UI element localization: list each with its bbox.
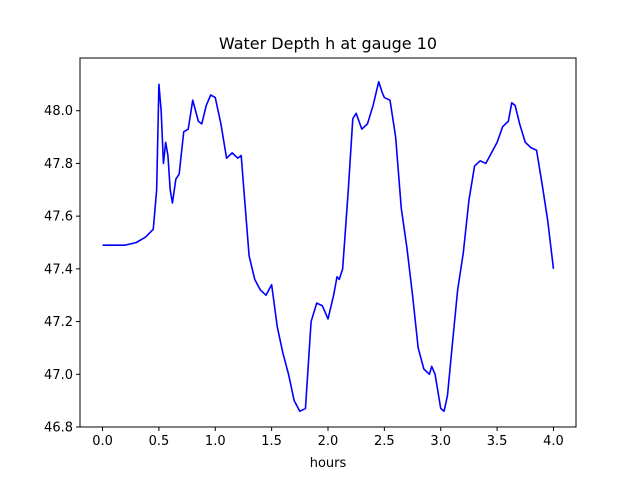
y-tick-label: 48.0 xyxy=(44,104,73,119)
x-tick-label: 4.0 xyxy=(543,434,564,449)
plot-area xyxy=(102,80,555,412)
x-tick-label: 0.5 xyxy=(149,434,170,449)
x-tick-label: 3.5 xyxy=(487,434,508,449)
x-tick-label: 3.0 xyxy=(430,434,451,449)
y-tick-label: 47.8 xyxy=(44,157,73,172)
x-axis-label: hours xyxy=(310,456,347,471)
y-tick-label: 46.8 xyxy=(44,421,73,436)
x-tick-label: 0.0 xyxy=(92,434,113,449)
y-tick-label: 47.2 xyxy=(44,315,73,330)
x-tick-label: 1.0 xyxy=(205,434,226,449)
chart-title: Water Depth h at gauge 10 xyxy=(219,34,437,53)
x-tick-label: 2.5 xyxy=(374,434,395,449)
series-line-0 xyxy=(102,80,555,412)
y-axis: 46.8 47.0 47.2 47.4 47.6 47.8 48.0 xyxy=(44,104,80,436)
y-tick-label: 47.6 xyxy=(44,210,73,225)
y-tick-label: 47.0 xyxy=(44,368,73,383)
y-tick-label: 47.4 xyxy=(44,262,73,277)
x-tick-label: 1.5 xyxy=(261,434,282,449)
x-tick-label: 2.0 xyxy=(318,434,339,449)
x-axis: 0.0 0.5 1.0 1.5 2.0 2.5 3.0 3.5 4.0 xyxy=(92,427,564,449)
